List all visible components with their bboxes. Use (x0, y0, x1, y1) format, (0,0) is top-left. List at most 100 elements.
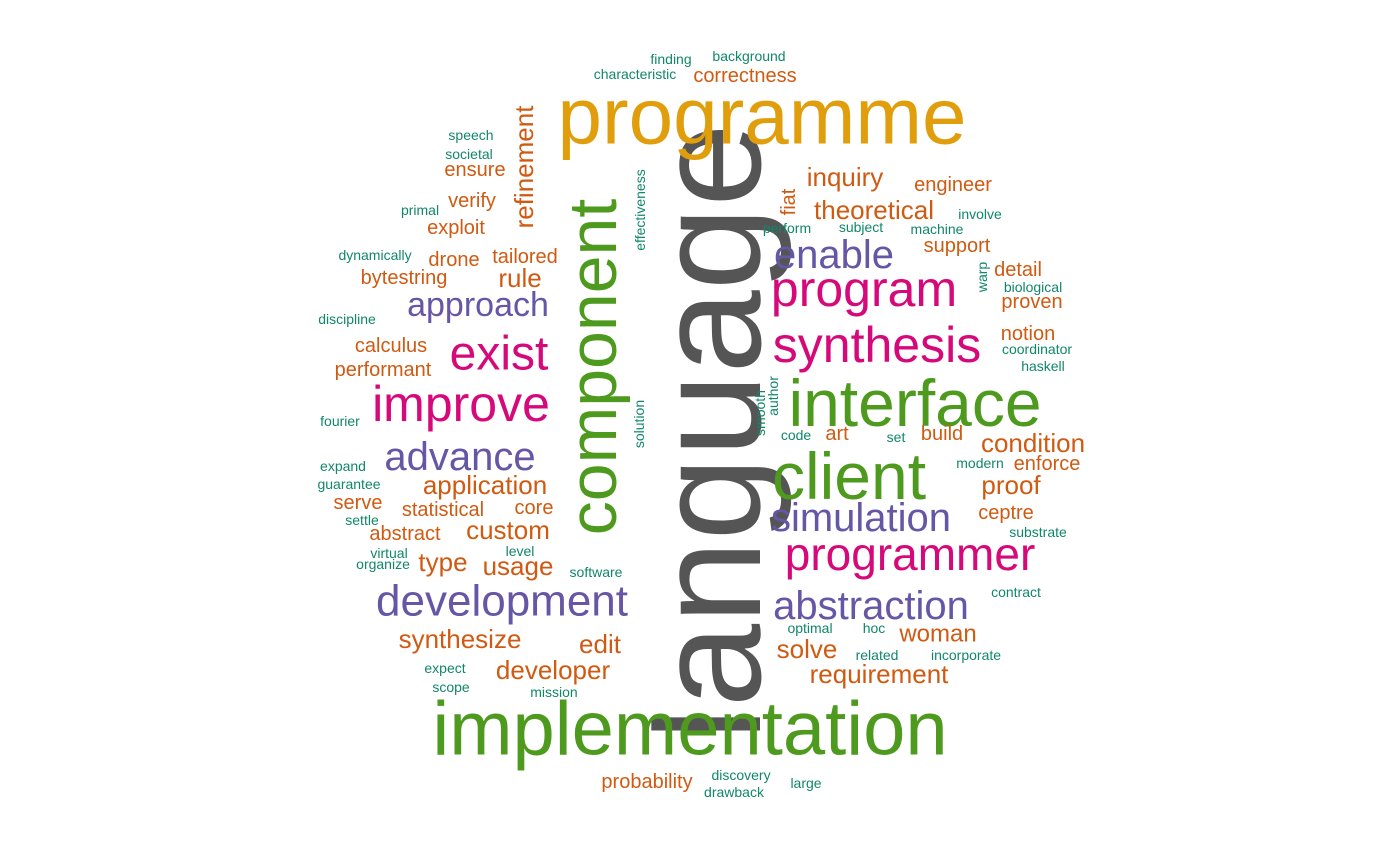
word-ceptre: ceptre (978, 502, 1034, 524)
word-level: level (506, 543, 535, 559)
word-advance: advance (384, 435, 535, 479)
word-simulation: simulation (771, 496, 951, 540)
word-theoretical: theoretical (814, 195, 934, 225)
word-condition: condition (981, 428, 1085, 458)
word-program: program (771, 261, 957, 317)
word-discipline: discipline (318, 311, 376, 327)
word-language: language (624, 123, 792, 740)
word-correctness: correctness (693, 65, 796, 87)
word-hoc: hoc (863, 620, 886, 636)
word-tailored: tailored (492, 246, 558, 268)
word-solve: solve (777, 634, 838, 664)
word-bytestring: bytestring (361, 267, 448, 289)
word-woman: woman (898, 621, 976, 648)
word-verify: verify (448, 190, 496, 212)
word-societal: societal (445, 146, 492, 162)
word-abstraction: abstraction (773, 584, 969, 628)
word-organize: organize (356, 556, 410, 572)
word-notion: notion (1001, 323, 1056, 345)
word-virtual: virtual (370, 545, 407, 561)
word-substrate: substrate (1009, 524, 1067, 540)
word-rule: rule (498, 263, 541, 293)
word-improve: improve (372, 376, 550, 432)
word-related: related (856, 647, 899, 663)
word-primal: primal (401, 202, 439, 218)
word-implementation: implementation (432, 687, 947, 772)
word-speech: speech (448, 127, 493, 143)
word-performant: performant (335, 359, 432, 381)
word-perform: perform (763, 220, 811, 236)
word-smooth: smooth (752, 390, 768, 436)
word-settle: settle (345, 512, 379, 528)
word-software: software (570, 564, 623, 580)
word-component: component (555, 199, 631, 536)
word-art: art (825, 423, 849, 445)
word-guarantee: guarantee (317, 476, 380, 492)
word-proof: proof (981, 470, 1041, 500)
word-enforce: enforce (1014, 453, 1081, 475)
word-subject: subject (839, 219, 883, 235)
word-approach: approach (407, 286, 549, 324)
word-mission: mission (530, 684, 577, 700)
word-exploit: exploit (427, 217, 485, 239)
word-proven: proven (1001, 291, 1062, 313)
word-characteristic: characteristic (594, 66, 676, 82)
word-warp: warp (974, 262, 990, 294)
word-fiat: fiat (778, 188, 800, 215)
word-programmer: programmer (785, 528, 1036, 580)
word-biological: biological (1004, 279, 1062, 295)
word-fourier: fourier (320, 413, 360, 429)
word-scope: scope (432, 679, 470, 695)
word-abstract: abstract (369, 523, 441, 545)
word-synthesize: synthesize (399, 624, 522, 654)
word-incorporate: incorporate (931, 647, 1001, 663)
word-dynamically: dynamically (338, 247, 411, 263)
word-interface: interface (788, 366, 1041, 440)
word-background: background (712, 48, 785, 64)
word-application: application (423, 470, 547, 500)
word-ensure: ensure (444, 159, 505, 181)
word-modern: modern (956, 455, 1003, 471)
word-developer: developer (496, 655, 611, 685)
word-large: large (790, 775, 821, 791)
word-code: code (781, 427, 812, 443)
word-engineer: engineer (914, 174, 992, 196)
word-detail: detail (994, 259, 1042, 281)
word-type: type (418, 547, 467, 577)
word-haskell: haskell (1021, 358, 1065, 374)
word-build: build (921, 423, 963, 445)
word-involve: involve (958, 206, 1002, 222)
word-contract: contract (991, 584, 1041, 600)
word-drone: drone (428, 249, 479, 271)
word-synthesis: synthesis (773, 317, 981, 373)
word-probability: probability (601, 771, 692, 793)
word-expand: expand (320, 458, 366, 474)
word-refinement: refinement (509, 105, 539, 229)
word-programme: programme (557, 72, 966, 161)
word-drawback: drawback (704, 784, 765, 800)
word-statistical: statistical (402, 499, 484, 521)
word-requirement: requirement (810, 659, 950, 689)
word-set: set (887, 429, 906, 445)
word-client: client (772, 439, 926, 513)
word-finding: finding (650, 51, 691, 67)
word-machine: machine (911, 221, 964, 237)
word-effectiveness: effectiveness (632, 169, 648, 250)
word-discovery: discovery (711, 767, 770, 783)
word-inquiry: inquiry (807, 162, 884, 192)
word-core: core (515, 497, 554, 519)
word-development: development (376, 577, 628, 626)
word-solution: solution (631, 400, 647, 448)
word-exist: exist (450, 328, 549, 381)
word-author: author (765, 376, 781, 416)
word-coordinator: coordinator (1002, 341, 1072, 357)
word-support: support (924, 235, 991, 257)
word-expect: expect (424, 660, 465, 676)
word-edit: edit (579, 629, 622, 659)
word-serve: serve (334, 492, 383, 514)
word-optimal: optimal (787, 620, 832, 636)
word-calculus: calculus (355, 335, 427, 357)
word-usage: usage (483, 551, 554, 581)
word-custom: custom (466, 515, 550, 545)
